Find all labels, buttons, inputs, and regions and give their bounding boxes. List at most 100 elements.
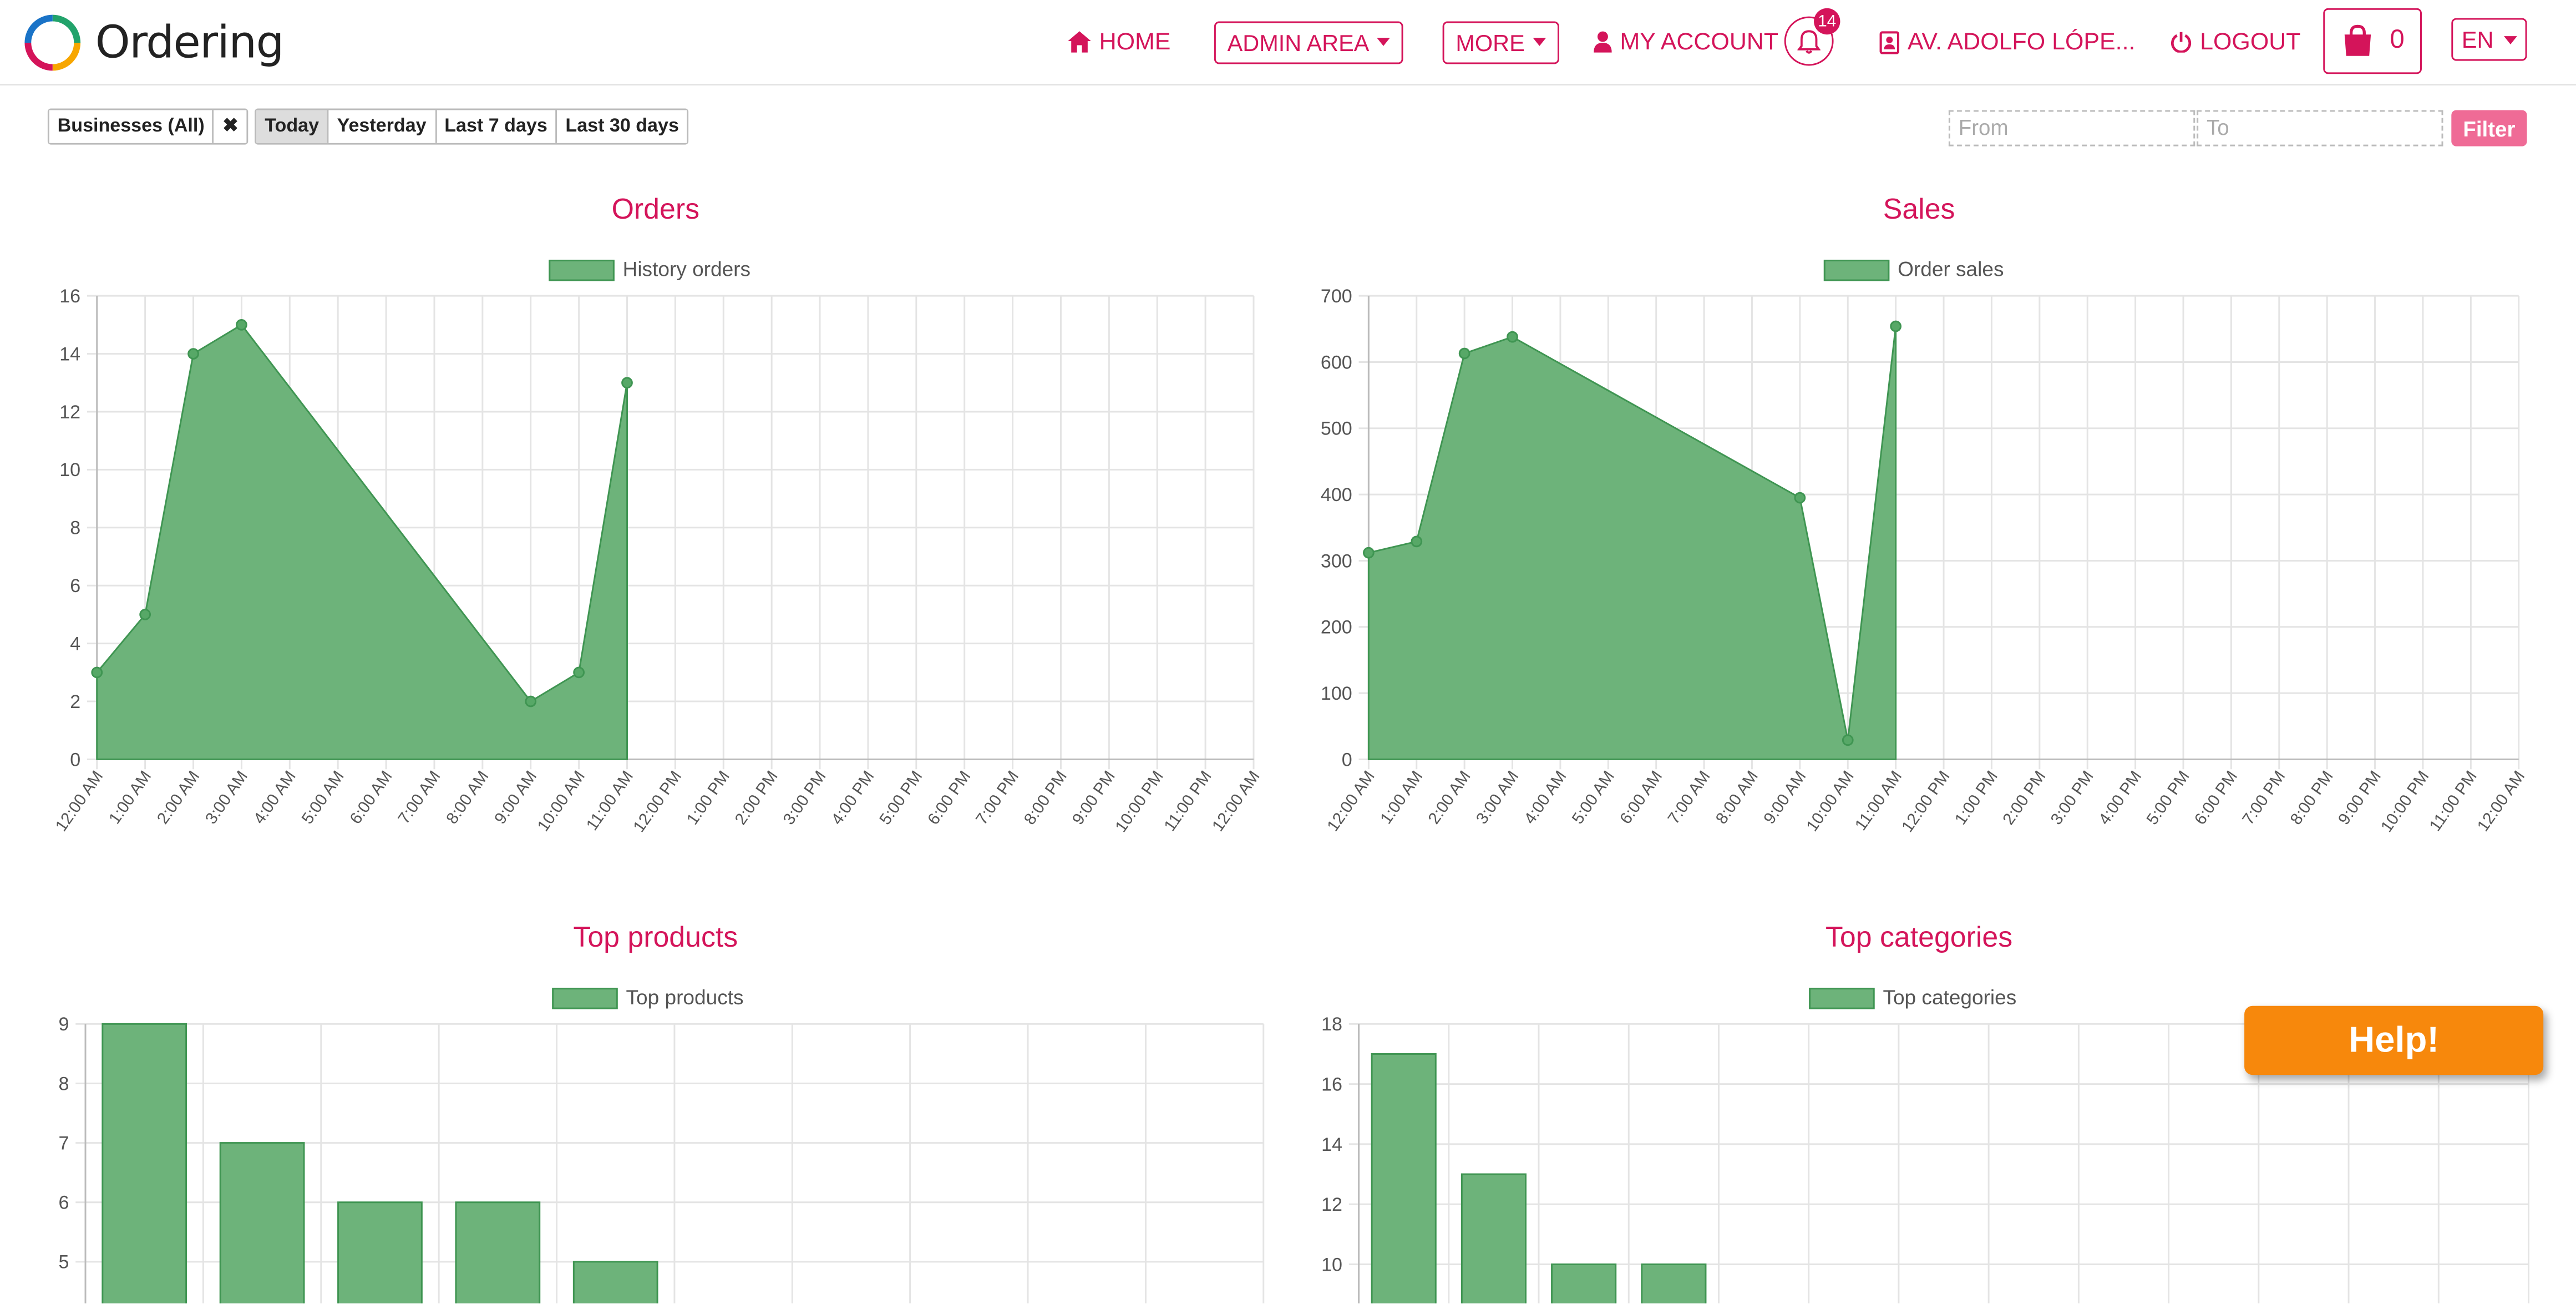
bar [1371, 1053, 1437, 1303]
legend-swatch [1823, 259, 1890, 281]
logo[interactable]: Ordering [23, 10, 285, 75]
y-tick-label: 14 [59, 343, 80, 365]
data-point [1362, 547, 1375, 559]
logout-link[interactable]: LOGOUT [2171, 0, 2301, 84]
bell-icon [1797, 29, 1821, 53]
filter-toolbar: Businesses (All) ✖ Today Yesterday Last … [47, 108, 689, 145]
y-tick-label: 12 [59, 402, 80, 423]
sales-legend-label: Order sales [1898, 258, 2004, 281]
y-tick-label: 100 [1321, 683, 1352, 704]
y-tick-label: 12 [1321, 1194, 1342, 1215]
filter-button[interactable]: Filter [2451, 110, 2527, 146]
top-products-chart-title: Top products [573, 920, 738, 953]
business-filter-group: Businesses (All) ✖ [47, 108, 249, 145]
range-last-30-days-button[interactable]: Last 30 days [557, 110, 687, 143]
help-button[interactable]: Help! [2244, 1005, 2544, 1075]
y-tick-label: 0 [70, 749, 80, 770]
nav-home[interactable]: HOME [1068, 0, 1170, 84]
data-point [1458, 347, 1470, 360]
orders-legend[interactable]: History orders [549, 258, 751, 281]
y-tick-label: 7 [58, 1133, 69, 1154]
caret-down-icon [1533, 38, 1546, 46]
bar [455, 1201, 541, 1303]
home-label: HOME [1099, 28, 1171, 55]
clear-business-icon[interactable]: ✖ [214, 110, 247, 143]
bar [1461, 1173, 1527, 1303]
data-point [573, 666, 585, 679]
more-dropdown[interactable]: MORE [1442, 0, 1559, 84]
top-products-legend[interactable]: Top products [552, 986, 744, 1009]
cart-count: 0 [2390, 26, 2405, 54]
y-tick-label: 9 [58, 1014, 69, 1035]
data-point [1842, 734, 1854, 746]
top-navbar: Ordering HOME ADMIN AREA MORE MY ACCOUNT… [0, 0, 2576, 86]
series-area [1367, 326, 1897, 760]
notification-count-badge: 14 [1814, 8, 1840, 35]
businesses-select[interactable]: Businesses (All) [49, 110, 215, 143]
language-label: EN [2461, 26, 2494, 53]
data-point [621, 377, 633, 389]
caret-down-icon [2503, 35, 2517, 44]
logout-label: LOGOUT [2200, 28, 2301, 55]
logo-text: Ordering [95, 17, 285, 68]
y-tick-label: 500 [1321, 418, 1352, 439]
address-link[interactable]: AV. ADOLFO LÓPE... [1879, 0, 2136, 84]
top-categories-legend[interactable]: Top categories [1809, 986, 2016, 1009]
top-categories-chart-title: Top categories [1825, 920, 2013, 953]
data-point [139, 609, 151, 620]
range-yesterday-button[interactable]: Yesterday [328, 110, 437, 143]
top-products-legend-label: Top products [626, 986, 744, 1009]
my-account-link[interactable]: MY ACCOUNT [1594, 0, 1778, 84]
y-tick-label: 8 [58, 1073, 69, 1094]
data-point [91, 666, 103, 679]
orders-chart-title: Orders [611, 192, 700, 225]
y-tick-label: 200 [1321, 617, 1352, 638]
y-tick-label: 5 [58, 1252, 69, 1273]
sales-chart-title: Sales [1883, 192, 1955, 225]
y-tick-label: 10 [59, 459, 80, 481]
home-icon [1068, 31, 1091, 53]
to-date-input[interactable]: To [2197, 110, 2443, 146]
y-tick-label: 0 [1342, 749, 1352, 770]
y-tick-label: 8 [70, 518, 80, 539]
bar [219, 1142, 305, 1303]
data-point [1890, 320, 1902, 332]
range-today-button[interactable]: Today [256, 110, 329, 143]
more-label: MORE [1456, 28, 1525, 55]
contact-card-icon [1879, 30, 1900, 54]
address-label: AV. ADOLFO LÓPE... [1907, 28, 2136, 55]
y-tick-label: 300 [1321, 550, 1352, 572]
y-tick-label: 6 [70, 575, 80, 597]
y-tick-label: 600 [1321, 352, 1352, 373]
notifications-button[interactable] [1784, 16, 1834, 66]
y-tick-label: 14 [1321, 1134, 1342, 1155]
sales-legend[interactable]: Order sales [1823, 258, 2004, 281]
bar [1641, 1263, 1707, 1303]
my-account-label: MY ACCOUNT [1620, 28, 1779, 55]
caret-down-icon [1377, 38, 1391, 46]
y-tick-label: 18 [1321, 1014, 1342, 1035]
data-point [1411, 535, 1423, 548]
admin-area-dropdown[interactable]: ADMIN AREA [1214, 0, 1404, 84]
power-icon [2171, 32, 2192, 53]
orders-legend-label: History orders [622, 258, 751, 281]
language-dropdown[interactable]: EN [2451, 18, 2527, 61]
date-range-group: Today Yesterday Last 7 days Last 30 days [255, 108, 689, 145]
cart-button[interactable]: 0 [2323, 8, 2422, 74]
range-last-7-days-button[interactable]: Last 7 days [436, 110, 557, 143]
y-tick-label: 16 [59, 286, 80, 307]
y-tick-label: 700 [1321, 286, 1352, 307]
bar [1551, 1263, 1617, 1303]
ordering-logo-icon [24, 14, 81, 71]
data-point [187, 348, 199, 360]
legend-swatch [552, 987, 618, 1009]
data-point [236, 319, 247, 331]
y-tick-label: 4 [70, 633, 80, 654]
from-date-input[interactable]: From [1948, 110, 2195, 146]
legend-swatch [1809, 987, 1875, 1009]
